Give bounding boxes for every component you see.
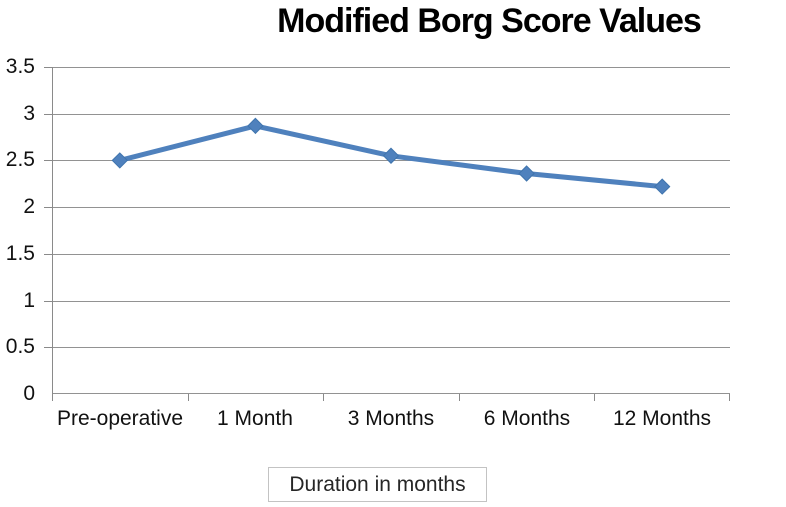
data-point-marker	[518, 165, 535, 182]
x-tick-mark	[594, 394, 596, 401]
x-category-label: Pre-operative	[56, 407, 184, 430]
y-tick-label: 3.5	[5, 55, 35, 78]
plot-area	[44, 67, 730, 401]
y-tick-mark	[44, 347, 52, 349]
gridline	[52, 67, 730, 68]
y-tick-mark	[44, 300, 52, 302]
y-tick-mark	[44, 207, 52, 209]
data-point-marker	[111, 152, 129, 169]
data-point-marker	[653, 178, 671, 195]
y-axis-line	[52, 67, 53, 401]
data-point-marker	[382, 147, 400, 164]
series-svg	[111, 117, 671, 195]
gridline	[52, 300, 730, 302]
x-tick-mark	[729, 394, 730, 401]
x-axis-line	[52, 393, 730, 394]
y-tick-label: 2	[23, 195, 35, 218]
y-tick-label: 0	[23, 382, 35, 405]
data-point-marker	[247, 117, 264, 135]
gridline	[52, 347, 730, 349]
x-category-label: 6 Months	[483, 407, 571, 430]
gridline	[52, 207, 730, 209]
x-tick-mark	[458, 394, 460, 401]
x-axis-title: Duration in months	[289, 473, 466, 496]
y-tick-mark	[44, 67, 52, 68]
x-tick-mark	[52, 394, 53, 401]
x-tick-mark	[323, 394, 325, 401]
y-tick-mark	[44, 253, 52, 255]
y-tick-label: 3	[23, 102, 35, 125]
chart-title: Modified Borg Score Values	[277, 2, 702, 40]
x-axis-title-box: Duration in months	[268, 467, 487, 502]
y-tick-label: 2.5	[5, 148, 35, 171]
y-tick-label: 0.5	[5, 335, 35, 358]
y-tick-mark	[44, 113, 52, 115]
y-tick-mark	[44, 160, 52, 162]
y-tick-label: 1	[23, 289, 35, 312]
x-category-label: 3 Months	[347, 407, 435, 430]
x-category-label: 1 Month	[217, 407, 293, 430]
x-tick-mark	[187, 394, 189, 401]
gridline	[52, 113, 730, 115]
x-category-label: 12 Months	[612, 407, 712, 430]
y-tick-label: 1.5	[5, 242, 35, 265]
gridline	[52, 253, 730, 255]
